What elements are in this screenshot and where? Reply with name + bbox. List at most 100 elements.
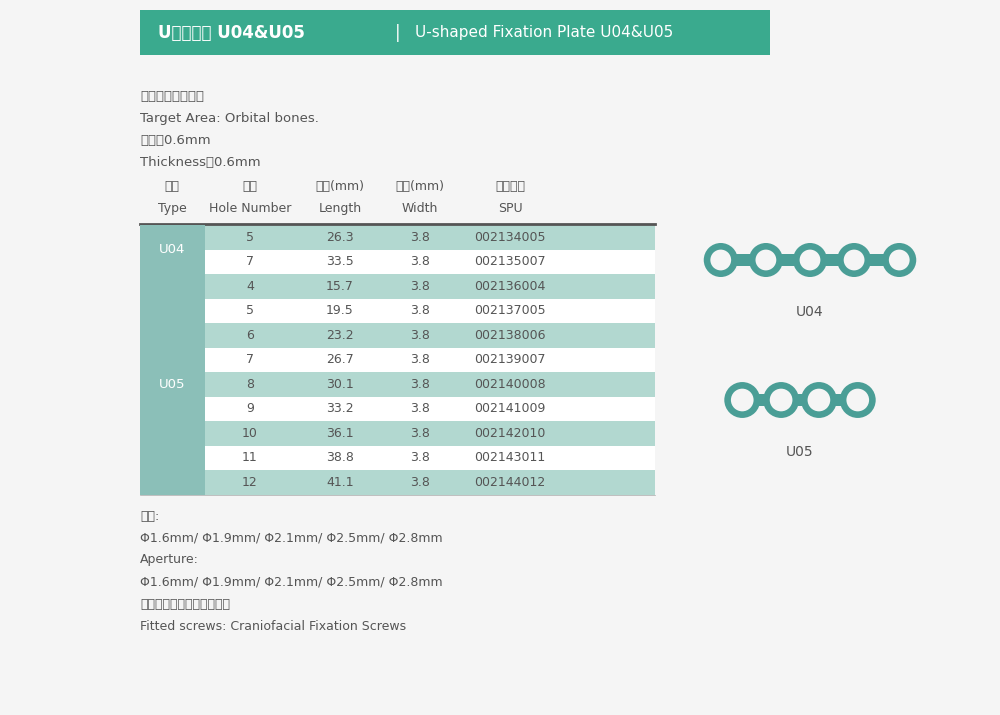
Text: 41.1: 41.1 xyxy=(326,475,354,489)
Text: 8: 8 xyxy=(246,378,254,391)
Circle shape xyxy=(882,243,916,277)
Circle shape xyxy=(801,382,837,418)
FancyBboxPatch shape xyxy=(140,397,205,421)
Circle shape xyxy=(889,250,910,270)
FancyBboxPatch shape xyxy=(140,10,770,55)
Text: 26.7: 26.7 xyxy=(326,353,354,366)
Text: 4: 4 xyxy=(246,280,254,292)
FancyBboxPatch shape xyxy=(140,250,205,274)
Circle shape xyxy=(800,250,820,270)
Text: 5: 5 xyxy=(246,231,254,244)
Polygon shape xyxy=(781,394,819,406)
FancyBboxPatch shape xyxy=(140,347,205,372)
Text: Target Area: Orbital bones.: Target Area: Orbital bones. xyxy=(140,112,319,125)
Text: Aperture:: Aperture: xyxy=(140,553,199,566)
Text: Width: Width xyxy=(402,202,438,215)
Text: 3.8: 3.8 xyxy=(410,280,430,292)
Text: 孔数: 孔数 xyxy=(242,180,258,193)
Polygon shape xyxy=(854,255,899,266)
Text: 36.1: 36.1 xyxy=(326,427,354,440)
Text: Φ1.6mm/ Φ1.9mm/ Φ2.1mm/ Φ2.5mm/ Φ2.8mm: Φ1.6mm/ Φ1.9mm/ Φ2.1mm/ Φ2.5mm/ Φ2.8mm xyxy=(140,531,443,545)
Text: 产品编码: 产品编码 xyxy=(495,180,525,193)
Text: U05: U05 xyxy=(159,378,186,391)
Text: U型接骨板 U04&U05: U型接骨板 U04&U05 xyxy=(158,24,305,41)
Text: 3.8: 3.8 xyxy=(410,255,430,268)
Text: Hole Number: Hole Number xyxy=(209,202,291,215)
Circle shape xyxy=(749,243,783,277)
Text: Length: Length xyxy=(318,202,362,215)
Text: 002138006: 002138006 xyxy=(474,329,546,342)
Text: 型号: 型号 xyxy=(164,180,180,193)
FancyBboxPatch shape xyxy=(140,421,655,445)
FancyBboxPatch shape xyxy=(140,298,655,323)
Text: U05: U05 xyxy=(786,445,814,459)
Circle shape xyxy=(710,250,731,270)
FancyBboxPatch shape xyxy=(140,470,205,495)
Text: 3.8: 3.8 xyxy=(410,427,430,440)
Text: Type: Type xyxy=(158,202,186,215)
Text: Thickness：0.6mm: Thickness：0.6mm xyxy=(140,156,261,169)
Text: 7: 7 xyxy=(246,255,254,268)
FancyBboxPatch shape xyxy=(140,445,655,470)
Text: 3.8: 3.8 xyxy=(410,353,430,366)
Circle shape xyxy=(756,250,776,270)
FancyBboxPatch shape xyxy=(140,323,205,347)
Text: 38.8: 38.8 xyxy=(326,451,354,464)
Text: U-shaped Fixation Plate U04&U05: U-shaped Fixation Plate U04&U05 xyxy=(415,25,673,40)
FancyBboxPatch shape xyxy=(140,372,205,397)
Text: |: | xyxy=(395,24,401,41)
FancyBboxPatch shape xyxy=(140,225,205,274)
Text: 26.3: 26.3 xyxy=(326,231,354,244)
Circle shape xyxy=(837,243,871,277)
Text: 30.1: 30.1 xyxy=(326,378,354,391)
Text: 002137005: 002137005 xyxy=(474,305,546,317)
Text: 33.5: 33.5 xyxy=(326,255,354,268)
Text: 12: 12 xyxy=(242,475,258,489)
Text: 3.8: 3.8 xyxy=(410,451,430,464)
Text: 002136004: 002136004 xyxy=(474,280,546,292)
Polygon shape xyxy=(766,255,810,266)
FancyBboxPatch shape xyxy=(140,470,655,495)
Text: Φ1.6mm/ Φ1.9mm/ Φ2.1mm/ Φ2.5mm/ Φ2.8mm: Φ1.6mm/ Φ1.9mm/ Φ2.1mm/ Φ2.5mm/ Φ2.8mm xyxy=(140,576,443,588)
Text: 长度(mm): 长度(mm) xyxy=(316,180,364,193)
FancyBboxPatch shape xyxy=(140,421,205,445)
Text: 002144012: 002144012 xyxy=(474,475,546,489)
Text: 3.8: 3.8 xyxy=(410,475,430,489)
Text: 5: 5 xyxy=(246,305,254,317)
Text: 11: 11 xyxy=(242,451,258,464)
Circle shape xyxy=(731,389,754,411)
Circle shape xyxy=(846,389,869,411)
Polygon shape xyxy=(810,255,854,266)
Text: 3.8: 3.8 xyxy=(410,305,430,317)
Polygon shape xyxy=(742,394,781,406)
Text: U04: U04 xyxy=(159,243,186,256)
Text: 002135007: 002135007 xyxy=(474,255,546,268)
Text: 23.2: 23.2 xyxy=(326,329,354,342)
Text: 002141009: 002141009 xyxy=(474,403,546,415)
Text: 厚度：0.6mm: 厚度：0.6mm xyxy=(140,134,211,147)
Text: 9: 9 xyxy=(246,403,254,415)
FancyBboxPatch shape xyxy=(140,225,655,250)
Text: 宽度(mm): 宽度(mm) xyxy=(396,180,444,193)
Text: 使用部位：眶周。: 使用部位：眶周。 xyxy=(140,90,204,103)
Circle shape xyxy=(704,243,738,277)
Text: 15.7: 15.7 xyxy=(326,280,354,292)
Text: 3.8: 3.8 xyxy=(410,378,430,391)
Text: 002142010: 002142010 xyxy=(474,427,546,440)
Text: 10: 10 xyxy=(242,427,258,440)
Polygon shape xyxy=(721,255,766,266)
Text: 6: 6 xyxy=(246,329,254,342)
FancyBboxPatch shape xyxy=(140,298,205,323)
Text: 适配螺钉：颅颌面接骨螺钉: 适配螺钉：颅颌面接骨螺钉 xyxy=(140,598,230,611)
FancyBboxPatch shape xyxy=(140,274,205,495)
FancyBboxPatch shape xyxy=(140,372,655,397)
Circle shape xyxy=(724,382,760,418)
Circle shape xyxy=(770,389,792,411)
FancyBboxPatch shape xyxy=(140,445,205,470)
Text: Fitted screws: Craniofacial Fixation Screws: Fitted screws: Craniofacial Fixation Scr… xyxy=(140,619,406,633)
Text: 3.8: 3.8 xyxy=(410,403,430,415)
Circle shape xyxy=(808,389,830,411)
Circle shape xyxy=(763,382,799,418)
Text: 孔径:: 孔径: xyxy=(140,510,159,523)
Circle shape xyxy=(793,243,827,277)
